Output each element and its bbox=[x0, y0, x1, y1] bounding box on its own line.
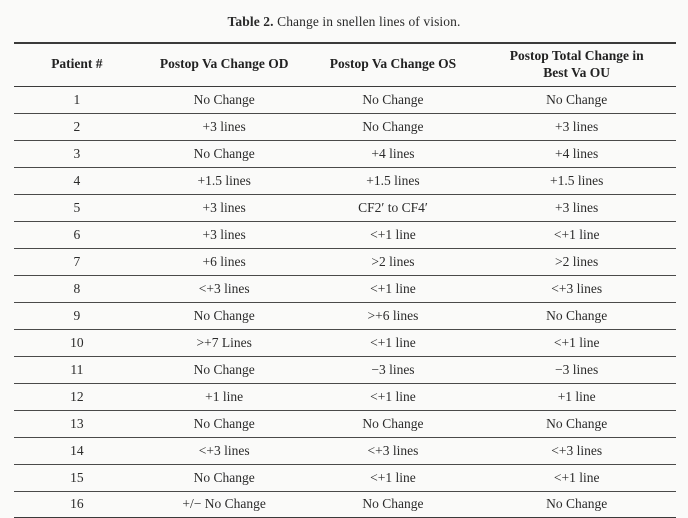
table-cell: No Change bbox=[139, 410, 309, 438]
table-cell: >2 lines bbox=[477, 248, 676, 276]
table-caption-text: Change in snellen lines of vision. bbox=[273, 14, 461, 29]
column-header-1: Patient # bbox=[14, 42, 140, 87]
table-cell: +1 line bbox=[139, 383, 309, 411]
table-cell: No Change bbox=[139, 140, 309, 168]
table-header: Patient # Postop Va Change OD Postop Va Ch… bbox=[14, 42, 676, 87]
patient-number-cell: 16 bbox=[14, 491, 140, 518]
table-row: 7 +6 lines >2 lines >2 lines bbox=[14, 248, 676, 276]
table-cell: +/− No Change bbox=[139, 491, 309, 518]
patient-number-cell: 2 bbox=[14, 113, 140, 141]
table-row: 11 No Change −3 lines −3 lines bbox=[14, 356, 676, 384]
table-cell: No Change bbox=[477, 410, 676, 438]
table-body: 1 No Change No Change No Change 2 +3 lines No … bbox=[14, 86, 676, 518]
table-row: 4 +1.5 lines +1.5 lines +1.5 lines bbox=[14, 167, 676, 195]
table-cell: <+1 line bbox=[477, 329, 676, 357]
table-row: 13 No Change No Change No Change bbox=[14, 410, 676, 438]
table-row: 5 +3 lines CF2′ to CF4′ +3 lines bbox=[14, 194, 676, 222]
patient-number-cell: 9 bbox=[14, 302, 140, 330]
patient-number-cell: 7 bbox=[14, 248, 140, 276]
patient-number-cell: 11 bbox=[14, 356, 140, 384]
table-cell: <+1 line bbox=[477, 221, 676, 249]
column-header-2: Postop Va Change OD bbox=[139, 42, 309, 87]
table-caption: Table 2. Change in snellen lines of visi… bbox=[0, 0, 688, 42]
table-cell: +6 lines bbox=[139, 248, 309, 276]
table-cell: +1.5 lines bbox=[308, 167, 478, 195]
table-cell: −3 lines bbox=[308, 356, 478, 384]
table-cell: No Change bbox=[477, 302, 676, 330]
table-cell: −3 lines bbox=[477, 356, 676, 384]
table-cell: >2 lines bbox=[308, 248, 478, 276]
table-cell: +4 lines bbox=[477, 140, 676, 168]
patient-number-cell: 15 bbox=[14, 464, 140, 492]
table-cell: +1.5 lines bbox=[139, 167, 309, 195]
table-cell: <+1 line bbox=[308, 221, 478, 249]
table-cell: <+3 lines bbox=[477, 437, 676, 465]
column-header-3: Postop Va Change OS bbox=[308, 42, 478, 87]
table-row: 16 +/− No Change No Change No Change bbox=[14, 491, 676, 518]
table-cell: +4 lines bbox=[308, 140, 478, 168]
table-cell: No Change bbox=[308, 113, 478, 141]
table-cell: <+1 line bbox=[308, 383, 478, 411]
table-cell: No Change bbox=[477, 86, 676, 114]
table-row: 6 +3 lines <+1 line <+1 line bbox=[14, 221, 676, 249]
column-header-4: Postop Total Change in Best Va OU bbox=[477, 42, 676, 87]
table-cell: No Change bbox=[308, 410, 478, 438]
table-cell: >+6 lines bbox=[308, 302, 478, 330]
table-cell: <+3 lines bbox=[477, 275, 676, 303]
patient-number-cell: 8 bbox=[14, 275, 140, 303]
table-cell: CF2′ to CF4′ bbox=[308, 194, 478, 222]
table-cell: No Change bbox=[139, 464, 309, 492]
table-row: 10 >+7 Lines <+1 line <+1 line bbox=[14, 329, 676, 357]
patient-number-cell: 6 bbox=[14, 221, 140, 249]
table-cell: +3 lines bbox=[477, 194, 676, 222]
table-cell: +3 lines bbox=[139, 194, 309, 222]
table-cell: <+3 lines bbox=[139, 275, 309, 303]
patient-number-cell: 4 bbox=[14, 167, 140, 195]
table-cell: <+1 line bbox=[477, 464, 676, 492]
table-row: 2 +3 lines No Change +3 lines bbox=[14, 113, 676, 141]
table-row: 1 No Change No Change No Change bbox=[14, 86, 676, 114]
table-cell: +3 lines bbox=[477, 113, 676, 141]
table-row: 9 No Change >+6 lines No Change bbox=[14, 302, 676, 330]
table-cell: +3 lines bbox=[139, 113, 309, 141]
patient-number-cell: 12 bbox=[14, 383, 140, 411]
patient-number-cell: 5 bbox=[14, 194, 140, 222]
table-cell: <+3 lines bbox=[139, 437, 309, 465]
patient-number-cell: 3 bbox=[14, 140, 140, 168]
table-cell: No Change bbox=[308, 86, 478, 114]
table-cell: <+1 line bbox=[308, 275, 478, 303]
table-cell: No Change bbox=[477, 491, 676, 518]
patient-number-cell: 1 bbox=[14, 86, 140, 114]
table-cell: <+1 line bbox=[308, 464, 478, 492]
table-cell: <+3 lines bbox=[308, 437, 478, 465]
table-row: 12 +1 line <+1 line +1 line bbox=[14, 383, 676, 411]
table-caption-label: Table 2. bbox=[227, 14, 274, 29]
patient-number-cell: 14 bbox=[14, 437, 140, 465]
table-row: 14 <+3 lines <+3 lines <+3 lines bbox=[14, 437, 676, 465]
table-row: 3 No Change +4 lines +4 lines bbox=[14, 140, 676, 168]
table-row: 15 No Change <+1 line <+1 line bbox=[14, 464, 676, 492]
table-header-row: Patient # Postop Va Change OD Postop Va Ch… bbox=[14, 42, 676, 87]
patient-number-cell: 13 bbox=[14, 410, 140, 438]
table-cell: +1.5 lines bbox=[477, 167, 676, 195]
patient-number-cell: 10 bbox=[14, 329, 140, 357]
table-cell: No Change bbox=[139, 302, 309, 330]
table-row: 8 <+3 lines <+1 line <+3 lines bbox=[14, 275, 676, 303]
table-cell: <+1 line bbox=[308, 329, 478, 357]
snellen-vision-table: Patient # Postop Va Change OD Postop Va Ch… bbox=[14, 42, 676, 518]
table-cell: No Change bbox=[139, 86, 309, 114]
table-cell: +3 lines bbox=[139, 221, 309, 249]
table-cell: >+7 Lines bbox=[139, 329, 309, 357]
table-cell: No Change bbox=[308, 491, 478, 518]
table-cell: +1 line bbox=[477, 383, 676, 411]
table-cell: No Change bbox=[139, 356, 309, 384]
